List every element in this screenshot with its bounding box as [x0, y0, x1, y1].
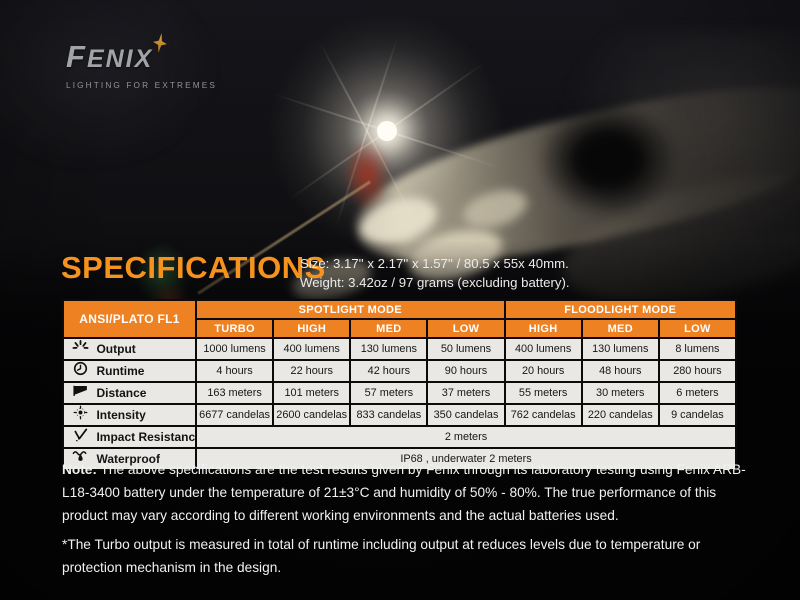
cell-impact-resistance: 2 meters: [195, 425, 737, 449]
table-row-distance: Distance 163 meters 101 meters 57 meters…: [62, 381, 738, 405]
logo-letters-enix: ENIX: [86, 45, 154, 73]
cell-intensity-med: 833 candelas: [349, 403, 429, 427]
row-label-distance: Distance: [62, 381, 197, 405]
light-ray: [272, 92, 502, 170]
spotlight-mode-header: SPOTLIGHT MODE: [195, 299, 506, 320]
row-label-runtime: Runtime: [62, 359, 197, 383]
snow-clump: [458, 183, 532, 235]
cell-runtime-flood-high: 20 hours: [503, 359, 583, 383]
table-row-intensity: Intensity 6677 candelas 2600 candelas 83…: [62, 403, 738, 427]
logo-letter-f: F: [66, 39, 87, 74]
cell-distance-med: 57 meters: [349, 381, 429, 405]
cell-output-med: 130 lumens: [349, 337, 429, 361]
output-rays-icon: [69, 340, 92, 358]
size-line: Size: 3.17'' x 2.17'' x 1.57'' / 80.5 x …: [300, 256, 569, 271]
cell-runtime-turbo: 4 hours: [194, 359, 275, 383]
snow-clump: [353, 189, 443, 253]
intensity-target-icon: [69, 406, 92, 424]
cell-runtime-med: 42 hours: [349, 359, 429, 383]
ansi-fl1-header: ANSI/PLATO FL1: [62, 299, 197, 339]
mode-header-turbo: TURBO: [194, 318, 275, 339]
cell-output-flood-low: 8 lumens: [657, 337, 738, 361]
table-row-impact: Impact Resistance 2 meters: [62, 425, 737, 449]
note-label: Note:: [62, 462, 97, 477]
cell-intensity-flood-med: 220 candelas: [580, 403, 660, 427]
row-label-intensity: Intensity: [62, 403, 197, 427]
lab-test-note: Note: The above specifications are the t…: [62, 458, 750, 527]
cell-intensity-turbo: 6677 candelas: [194, 403, 275, 427]
row-label-text: Intensity: [96, 408, 146, 422]
note-body: The above specifications are the test re…: [62, 462, 746, 523]
cell-intensity-low: 350 candelas: [426, 403, 506, 427]
brand-tagline: LIGHTING FOR EXTREMES: [66, 80, 218, 90]
mode-header-med: MED: [349, 318, 429, 339]
table-group-header-row: ANSI/PLATO FL1 SPOTLIGHT MODE FLOODLIGHT…: [62, 299, 738, 339]
cell-distance-turbo: 163 meters: [194, 381, 275, 405]
cell-distance-high: 101 meters: [272, 381, 352, 405]
row-label-text: Impact Resistance: [96, 430, 196, 444]
cell-output-high: 400 lumens: [272, 337, 352, 361]
cell-runtime-flood-med: 48 hours: [580, 359, 660, 383]
fenix-logo: FENIX LIGHTING FOR EXTREMES: [66, 42, 217, 90]
mode-header-low: LOW: [426, 318, 506, 339]
fenix-logo-wordmark: FENIX: [66, 39, 217, 78]
mode-header-high: HIGH: [272, 318, 352, 339]
row-label-output: Output: [62, 337, 197, 361]
table-row-runtime: Runtime 4 hours 22 hours 42 hours 90 hou…: [62, 359, 738, 383]
row-label-text: Runtime: [96, 364, 145, 378]
cell-intensity-high: 2600 candelas: [272, 403, 352, 427]
mode-header-med-flood: MED: [580, 318, 660, 339]
rock-texture-upper-right: [560, 30, 800, 240]
turbo-output-note: *The Turbo output is measured in total o…: [62, 537, 701, 575]
mode-header-low-flood: LOW: [657, 318, 738, 339]
cell-runtime-high: 22 hours: [272, 359, 352, 383]
cell-distance-flood-med: 30 meters: [580, 381, 660, 405]
cell-runtime-flood-low: 280 hours: [657, 359, 738, 383]
mode-header-high-flood: HIGH: [503, 318, 583, 339]
cell-intensity-flood-low: 9 candelas: [657, 403, 738, 427]
cell-output-flood-med: 130 lumens: [580, 337, 660, 361]
table-row-output: Output 1000 lumens 400 lumens 130 lumens…: [62, 337, 738, 361]
row-label-impact: Impact Resistance: [62, 425, 197, 449]
cell-distance-low: 37 meters: [426, 381, 506, 405]
cell-distance-flood-low: 6 meters: [657, 381, 738, 405]
impact-arrow-icon: [69, 428, 92, 446]
cell-output-low: 50 lumens: [426, 337, 506, 361]
cell-output-flood-high: 400 lumens: [503, 337, 583, 361]
climber-shadow: [538, 102, 678, 217]
floodlight-mode-header: FLOODLIGHT MODE: [503, 299, 738, 320]
cell-runtime-low: 90 hours: [426, 359, 506, 383]
page-title: SPECIFICATIONS: [61, 250, 326, 285]
size-weight-info: Size: 3.17'' x 2.17'' x 1.57'' / 80.5 x …: [300, 254, 570, 292]
cell-output-turbo: 1000 lumens: [194, 337, 275, 361]
row-label-text: Output: [96, 342, 136, 356]
row-label-text: Distance: [96, 386, 147, 400]
distance-flag-icon: [69, 384, 92, 402]
cell-distance-flood-high: 55 meters: [503, 381, 583, 405]
spec-table: ANSI/PLATO FL1 SPOTLIGHT MODE FLOODLIGHT…: [62, 299, 738, 471]
weight-line: Weight: 3.42oz / 97 grams (excluding bat…: [300, 275, 570, 290]
runtime-clock-icon: [69, 362, 92, 380]
cell-intensity-flood-high: 762 candelas: [503, 403, 583, 427]
